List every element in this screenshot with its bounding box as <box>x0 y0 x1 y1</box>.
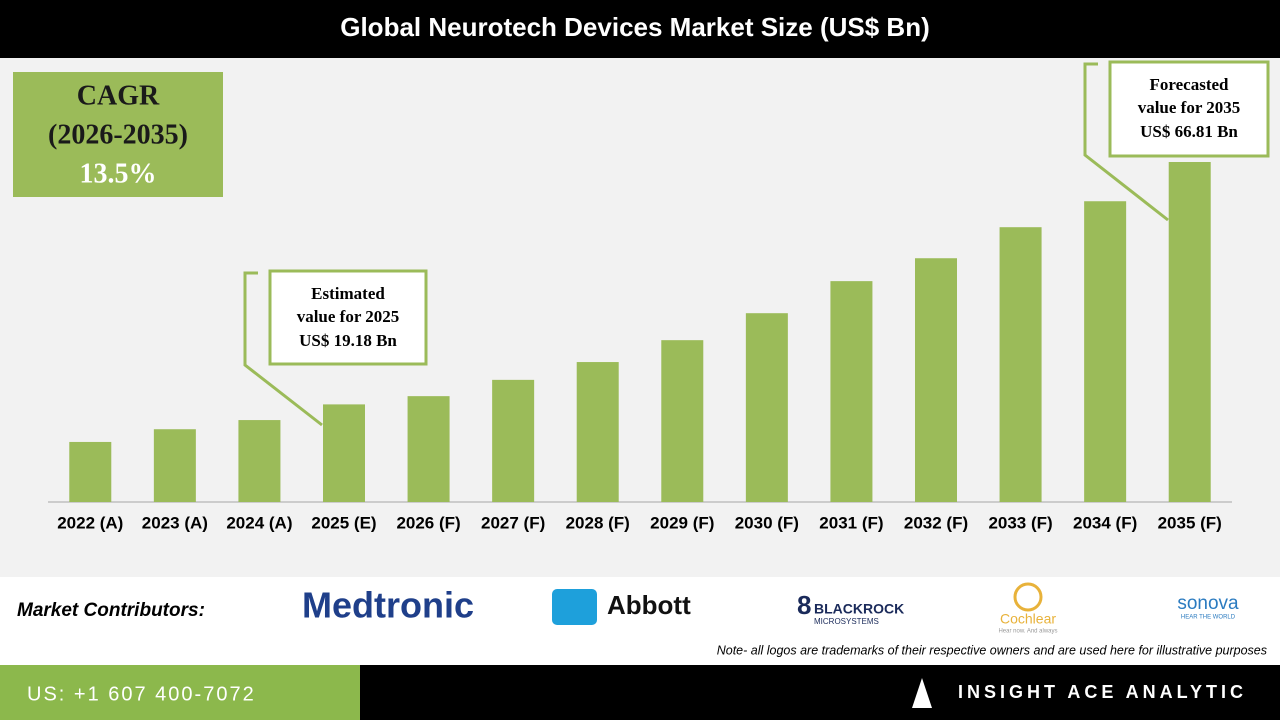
bar <box>69 441 112 502</box>
x-tick-label: 2030 (F) <box>735 513 799 532</box>
annotation-text: Forecasted <box>1150 75 1230 94</box>
contributors-label: Market Contributors: <box>17 600 205 621</box>
annotation-box <box>1108 60 1270 158</box>
bar <box>915 258 957 502</box>
logo: sonova <box>1177 593 1239 614</box>
bar <box>1168 162 1211 502</box>
x-tick-label: 2034 (F) <box>1073 513 1137 532</box>
x-tick-label: 2032 (F) <box>904 513 968 532</box>
callout-line <box>243 271 323 427</box>
cagr-box <box>13 72 223 197</box>
note: Note- all logos are trademarks of their … <box>717 643 1267 657</box>
brand-bar <box>360 665 1280 720</box>
brand: INSIGHT ACE ANALYTIC <box>958 682 1247 702</box>
cagr-period: (2026-2035) <box>48 119 188 150</box>
bar <box>1084 201 1127 503</box>
logo: MICROSYSTEMS <box>814 617 879 626</box>
logo: Cochlear <box>1000 611 1056 627</box>
annotation-text: value for 2035 <box>1138 98 1241 117</box>
callout-line <box>1083 62 1169 222</box>
annotation-box <box>268 269 428 366</box>
x-tick-label: 2029 (F) <box>650 513 714 532</box>
bar <box>745 313 788 502</box>
logo: Abbott <box>607 590 691 620</box>
bar <box>238 420 281 502</box>
annotation-text: value for 2025 <box>297 307 400 326</box>
bar <box>830 281 873 502</box>
x-tick-label: 2026 (F) <box>396 513 460 532</box>
logo: Medtronic <box>302 585 474 626</box>
phone: US: +1 607 400-7072 <box>27 683 256 705</box>
logo-icon <box>552 589 597 625</box>
logo: HEAR THE WORLD <box>1181 615 1236 621</box>
annotation-text: US$ 66.81 Bn <box>1140 122 1238 141</box>
bar <box>323 404 365 502</box>
x-tick-label: 2023 (A) <box>142 513 208 532</box>
x-tick-label: 2031 (F) <box>819 513 883 532</box>
bar <box>661 340 704 502</box>
bar <box>153 429 196 502</box>
annotation-text: Estimated <box>311 284 385 303</box>
logo-icon: 8 <box>797 590 811 620</box>
logo-icon <box>1013 582 1043 612</box>
logo: BLACKROCK <box>814 601 904 617</box>
bar <box>492 379 535 502</box>
x-tick-label: 2035 (F) <box>1158 513 1222 532</box>
x-tick-label: 2022 (A) <box>57 513 123 532</box>
cagr-value: 13.5% <box>80 158 157 189</box>
annotation-text: US$ 19.18 Bn <box>299 331 397 350</box>
title-bar <box>0 0 1280 58</box>
brand-icon <box>912 678 932 708</box>
x-tick-label: 2033 (F) <box>988 513 1052 532</box>
logo: Hear now. And always <box>998 629 1057 635</box>
x-tick-label: 2025 (E) <box>311 513 376 532</box>
cagr-label: CAGR <box>77 80 160 111</box>
x-tick-label: 2024 (A) <box>226 513 292 532</box>
bar <box>576 362 619 502</box>
phone-bar <box>0 665 360 720</box>
bar <box>999 227 1042 502</box>
x-tick-label: 2027 (F) <box>481 513 545 532</box>
x-tick-label: 2028 (F) <box>566 513 630 532</box>
bar <box>407 396 450 502</box>
chart-title: Global Neurotech Devices Market Size (US… <box>340 12 930 42</box>
